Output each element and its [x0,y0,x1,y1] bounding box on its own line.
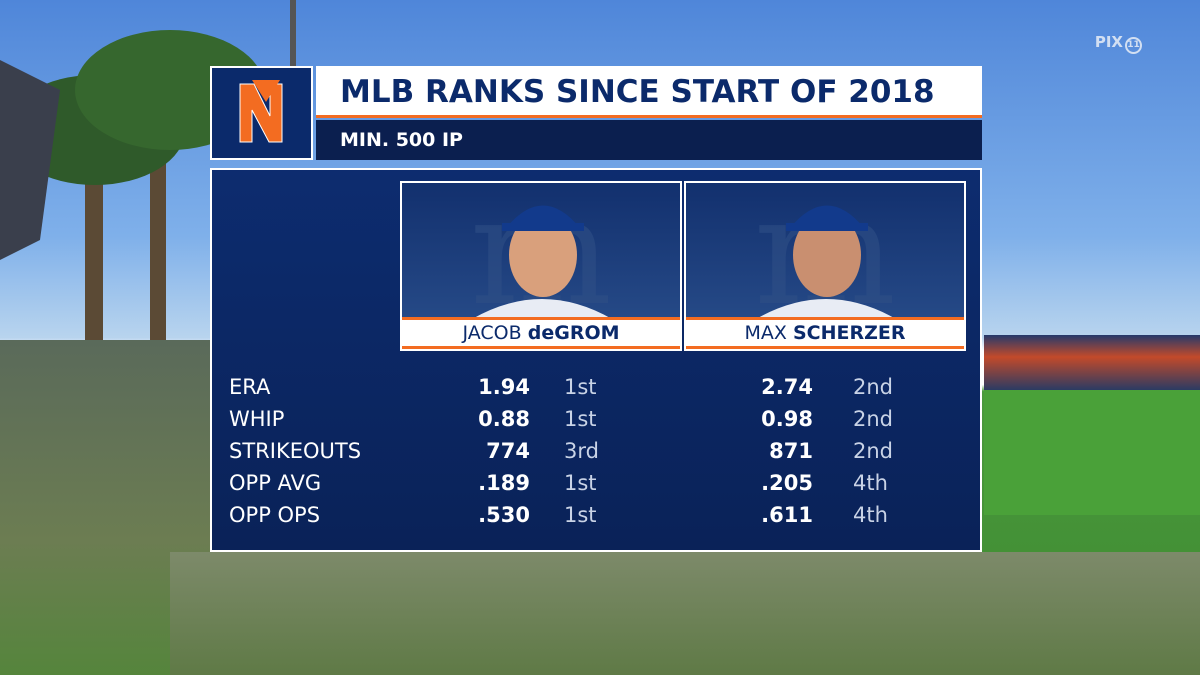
stat-label: STRIKEOUTS [229,439,362,463]
stat-row: WHIP 0.88 1st 0.98 2nd [229,407,949,437]
stat-rank: 3rd [564,439,599,463]
stat-label: OPP OPS [229,503,321,527]
player-photo: m [754,183,896,339]
stat-value: 0.98 [761,407,813,431]
stat-row: OPP OPS .530 1st .611 4th [229,503,949,533]
network-logo: PIX 11 [1095,33,1142,54]
player-name: JACOB deGROM [402,317,680,349]
crowd [170,552,1200,675]
player-photo: m [470,183,612,339]
stat-row: OPP AVG .189 1st .205 4th [229,471,949,501]
player-card: m JACOB deGROM [400,181,682,351]
first-name: MAX [744,322,787,344]
stat-label: WHIP [229,407,285,431]
stat-value: .189 [478,471,530,495]
stat-row: STRIKEOUTS 774 3rd 871 2nd [229,439,949,469]
player-name: MAX SCHERZER [686,317,964,349]
stat-rank: 1st [564,471,597,495]
last-name: SCHERZER [792,322,906,344]
stat-value: .611 [761,503,813,527]
stadium [984,335,1200,390]
logo-mark [239,80,283,143]
stat-rank: 2nd [853,439,894,463]
stat-label: OPP AVG [229,471,322,495]
network-channel: 11 [1125,37,1142,54]
first-name: JACOB [462,322,522,344]
stat-rank: 1st [564,407,597,431]
stat-label: ERA [229,375,271,399]
stat-rank: 2nd [853,407,894,431]
team-logo [210,66,313,160]
stat-value: 774 [486,439,530,463]
player-card: m MAX SCHERZER [684,181,966,351]
stat-value: 2.74 [761,375,813,399]
stat-value: 871 [769,439,813,463]
subtitle: MIN. 500 IP [316,120,982,160]
stat-rank: 4th [853,471,888,495]
title: MLB RANKS SINCE START OF 2018 [316,66,982,118]
stat-value: .530 [478,503,530,527]
stat-row: ERA 1.94 1st 2.74 2nd [229,375,949,405]
outfield [984,390,1200,515]
stat-rank: 4th [853,503,888,527]
stat-value: 1.94 [478,375,530,399]
stat-rank: 2nd [853,375,894,399]
last-name: deGROM [527,322,620,344]
stat-value: .205 [761,471,813,495]
network-name: PIX [1094,33,1123,51]
stat-rank: 1st [564,503,597,527]
stat-rank: 1st [564,375,597,399]
stat-value: 0.88 [478,407,530,431]
